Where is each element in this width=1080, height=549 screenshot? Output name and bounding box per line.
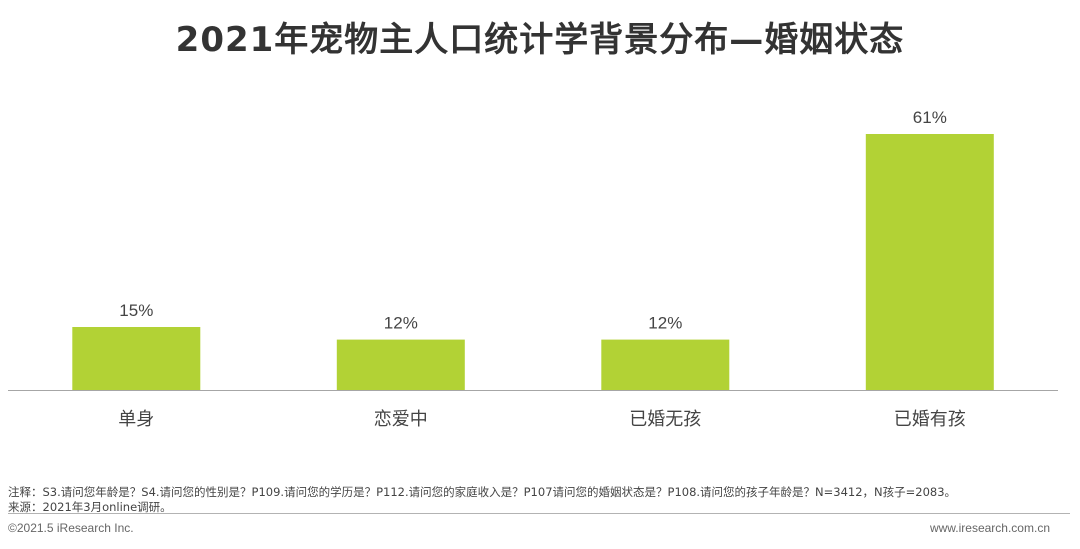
data-label-4: 61% [913, 108, 947, 127]
data-label-3: 12% [648, 314, 682, 333]
footer-copyright: ©2021.5 iResearch Inc. [8, 521, 134, 535]
bar-2 [336, 339, 465, 390]
footer-divider [8, 513, 1070, 514]
chart-note: 注释：S3.请问您年龄是？S4.请问您的性别是？P109.请问您的学历是？P11… [8, 485, 957, 499]
bar-3 [601, 339, 730, 390]
x-tick-label-1: 单身 [118, 409, 154, 430]
x-tick-label-3: 已婚无孩 [629, 409, 701, 430]
chart-title: 2021年宠物主人口统计学背景分布—婚姻状态 [175, 20, 905, 60]
chart-source: 来源：2021年3月online调研。 [8, 500, 172, 514]
x-tick-label-4: 已婚有孩 [894, 409, 966, 430]
bar-1 [72, 327, 201, 390]
data-label-1: 15% [119, 301, 153, 320]
data-label-2: 12% [384, 314, 418, 333]
x-tick-label-2: 恋爱中 [374, 408, 428, 430]
footer-website[interactable]: www.iresearch.com.cn [929, 521, 1050, 535]
bar-chart: 15% 单身 12% 恋爱中 12% 已婚无孩 61% 已婚有孩 [8, 108, 1058, 430]
bar-4 [865, 134, 994, 390]
